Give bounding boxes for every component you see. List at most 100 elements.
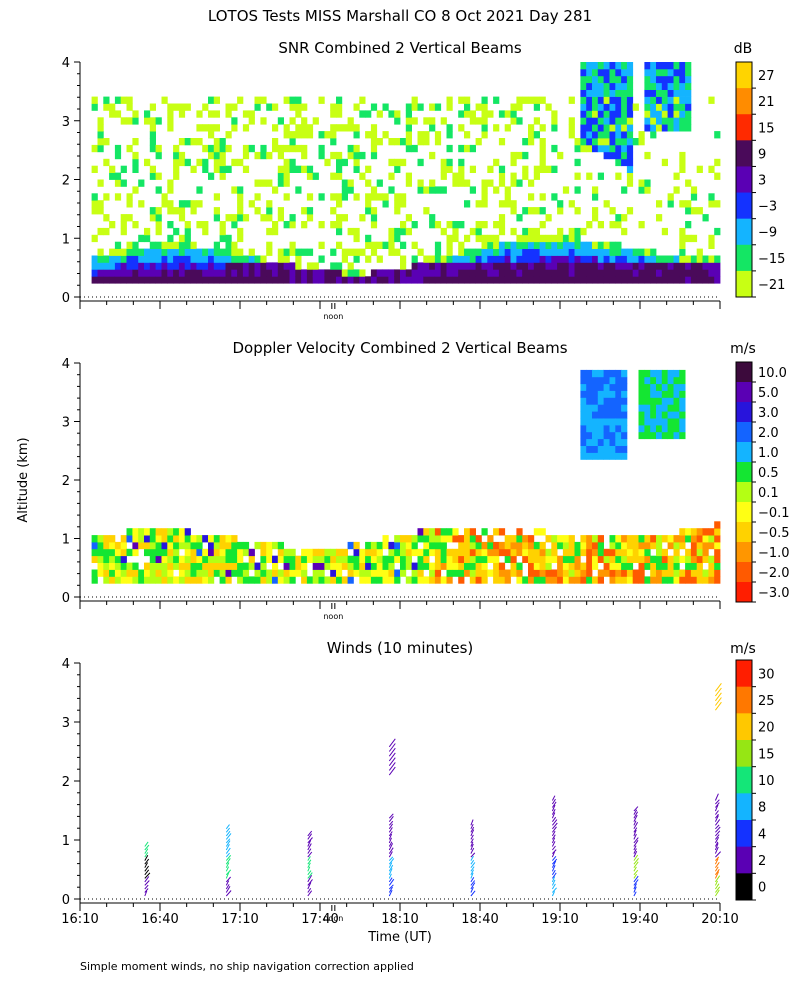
velocity-cell (592, 404, 599, 412)
colorbar-label: −3.0 (758, 586, 790, 601)
snr-cell (388, 172, 395, 180)
snr-cell (498, 241, 506, 249)
snr-cell (318, 255, 325, 263)
snr-cell (138, 248, 145, 256)
velocity-cell (679, 411, 686, 419)
snr-cell (516, 214, 523, 222)
snr-cell (661, 89, 668, 97)
snr-cell (103, 214, 110, 222)
snr-cell (219, 269, 226, 277)
snr-cell (626, 165, 634, 173)
snr-cell (208, 276, 215, 284)
wind-barb (633, 809, 638, 815)
snr-cell (353, 248, 360, 256)
snr-cell (609, 117, 616, 125)
x-tick-label: 16:40 (141, 912, 178, 927)
snr-cell (208, 255, 215, 263)
velocity-cell (242, 576, 250, 584)
snr-cell (190, 200, 197, 208)
snr-cell (644, 255, 651, 263)
snr-cell (370, 138, 378, 146)
velocity-cell (208, 555, 215, 563)
snr-cell (621, 262, 628, 270)
snr-cell (277, 179, 284, 187)
y-tick-label: 3 (62, 716, 70, 731)
velocity-cell (586, 555, 593, 563)
velocity-cell (359, 576, 366, 584)
snr-cell (644, 89, 651, 97)
velocity-cell (411, 576, 418, 584)
velocity-cell (522, 535, 529, 543)
snr-cell (592, 255, 599, 263)
snr-cell (266, 214, 273, 222)
snr-cell (260, 276, 267, 284)
velocity-cell (690, 562, 698, 570)
snr-cell (493, 276, 500, 284)
velocity-cell (266, 569, 273, 577)
velocity-cell (673, 431, 680, 440)
snr-cell (202, 103, 209, 111)
velocity-cell (481, 541, 488, 550)
snr-cell (225, 165, 232, 173)
snr-cell (661, 269, 668, 277)
velocity-cell (161, 555, 168, 563)
velocity-cell (708, 576, 715, 584)
velocity-cell (714, 548, 721, 557)
snr-cell (510, 241, 517, 249)
snr-cell (405, 276, 412, 284)
colorbar-label: 10 (758, 774, 775, 789)
snr-cell (266, 241, 273, 249)
velocity-cell (400, 562, 407, 570)
snr-cell (510, 262, 517, 270)
snr-cell (167, 103, 174, 111)
velocity-cell (446, 576, 453, 584)
snr-cell (341, 124, 348, 132)
velocity-cell (417, 528, 424, 536)
velocity-cell (644, 555, 651, 563)
snr-cell (615, 144, 622, 153)
velocity-cell (545, 569, 552, 577)
snr-cell (638, 138, 645, 146)
snr-cell (114, 96, 122, 104)
snr-cell (225, 255, 232, 263)
snr-cell (650, 276, 657, 284)
snr-cell (277, 151, 284, 160)
wind-barb (714, 804, 719, 812)
snr-cell (528, 227, 535, 236)
velocity-cell (562, 548, 570, 557)
snr-cell (458, 110, 465, 118)
velocity-cell (260, 569, 267, 577)
wind-barb (551, 851, 555, 858)
velocity-cell (388, 562, 395, 570)
snr-cell (574, 207, 581, 215)
snr-cell (510, 172, 517, 180)
velocity-cell (289, 548, 296, 557)
snr-cell (289, 117, 296, 125)
snr-cell (592, 138, 599, 146)
snr-cell (708, 241, 715, 249)
snr-cell (533, 262, 540, 270)
snr-cell (272, 186, 279, 194)
snr-cell (685, 103, 692, 111)
wind-barb (551, 841, 556, 847)
snr-cell (347, 117, 354, 125)
snr-cell (533, 96, 540, 104)
velocity-cell (644, 541, 651, 550)
snr-cell (644, 96, 651, 104)
snr-cell (673, 75, 680, 84)
velocity-cell (528, 576, 535, 584)
velocity-cell (138, 528, 145, 536)
snr-cell (295, 144, 302, 153)
snr-cell (405, 227, 412, 236)
snr-cell (516, 269, 523, 277)
velocity-cell (440, 548, 447, 557)
velocity-cell (522, 576, 529, 584)
velocity-cell (580, 535, 587, 543)
snr-cell (353, 276, 360, 284)
velocity-cell (469, 569, 476, 577)
snr-cell (434, 248, 442, 256)
snr-cell (324, 158, 331, 167)
snr-cell (423, 117, 430, 125)
